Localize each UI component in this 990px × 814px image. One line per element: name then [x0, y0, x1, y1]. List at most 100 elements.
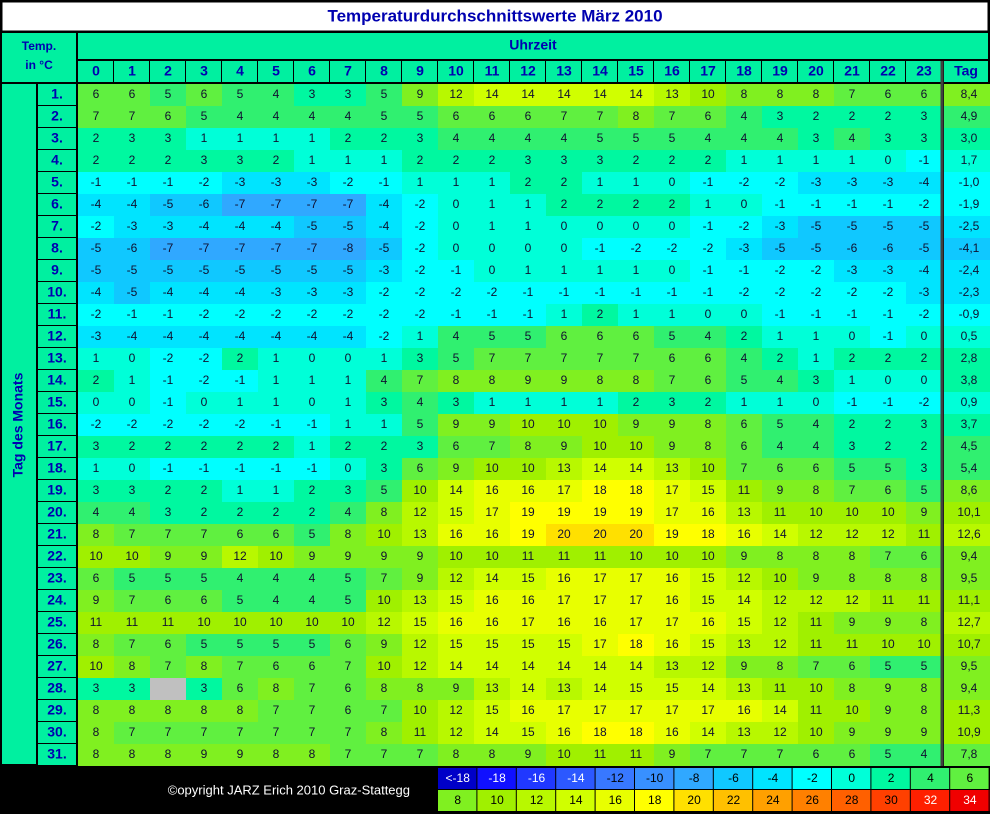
value-cell	[834, 392, 870, 414]
value-cell	[798, 150, 834, 172]
day-label: 9.	[51, 262, 63, 278]
value-label: 6	[345, 681, 352, 695]
value-cell	[618, 238, 654, 260]
value-cell	[330, 634, 366, 656]
value-cell	[726, 436, 762, 458]
value-cell	[690, 590, 726, 612]
value-label: 7	[201, 725, 208, 739]
value-label: -1	[451, 263, 462, 277]
value-cell	[114, 304, 150, 326]
value-cell	[834, 238, 870, 260]
value-cell	[114, 326, 150, 348]
value-label: 17	[665, 505, 679, 519]
value-label: 17	[557, 593, 571, 607]
legend-swatch	[950, 790, 989, 811]
value-label: -2	[199, 351, 210, 365]
value-label: 13	[737, 725, 751, 739]
value-label: -1	[775, 307, 786, 321]
value-label: 0	[129, 461, 136, 475]
legend-label: -12	[607, 771, 625, 785]
value-label: 2	[885, 417, 892, 431]
value-cell	[618, 546, 654, 568]
day-cell	[38, 700, 76, 721]
value-label: 10	[809, 681, 823, 695]
value-label: 12	[773, 593, 787, 607]
value-cell	[294, 238, 330, 260]
value-label: 6	[777, 461, 784, 475]
value-label: -3	[847, 175, 858, 189]
value-cell	[510, 106, 546, 128]
hour-cell	[870, 61, 905, 82]
value-cell	[78, 744, 114, 766]
value-cell	[294, 722, 330, 744]
value-label: -5	[91, 263, 102, 277]
value-label: 9	[381, 549, 388, 563]
value-label: 15	[521, 571, 535, 585]
value-cell	[726, 370, 762, 392]
value-label: 17	[593, 571, 607, 585]
value-label: 8	[381, 505, 388, 519]
value-label: 10	[557, 747, 571, 761]
value-label: 1	[489, 175, 496, 189]
value-label: 5	[309, 637, 316, 651]
value-label: 9	[417, 549, 424, 563]
value-label: -1	[487, 307, 498, 321]
value-cell	[258, 106, 294, 128]
value-cell	[258, 502, 294, 524]
value-label: 14	[773, 703, 787, 717]
value-label: 1	[273, 131, 280, 145]
value-label: 8	[93, 637, 100, 651]
value-label: -4	[199, 219, 210, 233]
value-label: 16	[593, 615, 607, 629]
value-cell	[258, 612, 294, 634]
mean-label: 5,4	[961, 461, 978, 475]
value-cell	[78, 106, 114, 128]
value-label: 16	[665, 637, 679, 651]
day-cell	[38, 678, 76, 699]
legend-swatch	[871, 790, 910, 811]
value-label: 2	[165, 439, 172, 453]
value-cell	[726, 128, 762, 150]
value-cell	[690, 216, 726, 238]
value-cell	[762, 392, 798, 414]
value-label: 9	[885, 703, 892, 717]
mean-cell	[944, 436, 990, 458]
value-label: -2	[379, 307, 390, 321]
value-cell	[186, 172, 222, 194]
value-cell	[150, 194, 186, 216]
legend-swatch	[595, 768, 634, 789]
value-label: 7	[525, 351, 532, 365]
value-cell	[222, 392, 258, 414]
hour-cell	[834, 61, 869, 82]
value-cell	[402, 502, 438, 524]
value-label: 0	[741, 307, 748, 321]
value-label: 8	[633, 109, 640, 123]
value-cell	[546, 546, 582, 568]
value-cell	[114, 568, 150, 590]
hour-label: 23	[916, 63, 932, 79]
value-label: 14	[557, 87, 571, 101]
hour-label: 20	[808, 63, 824, 79]
hour-label: 9	[416, 63, 424, 79]
value-cell	[690, 634, 726, 656]
value-cell	[150, 612, 186, 634]
mean-label: 3,7	[961, 417, 978, 431]
value-label: -2	[235, 417, 246, 431]
hour-cell	[906, 61, 941, 82]
value-label: -3	[847, 263, 858, 277]
value-cell	[222, 282, 258, 304]
mean-cell	[944, 568, 990, 590]
value-cell	[438, 392, 474, 414]
value-label: 4	[453, 329, 460, 343]
value-label: 5	[921, 659, 928, 673]
value-label: 8	[453, 747, 460, 761]
mean-label: 7,8	[961, 747, 978, 761]
value-label: 9	[885, 615, 892, 629]
value-label: 1	[813, 329, 820, 343]
value-label: 2	[921, 351, 928, 365]
value-label: 6	[165, 593, 172, 607]
value-cell	[654, 436, 690, 458]
value-label: 4	[93, 505, 100, 519]
value-cell	[798, 84, 834, 106]
value-label: 12	[413, 505, 427, 519]
